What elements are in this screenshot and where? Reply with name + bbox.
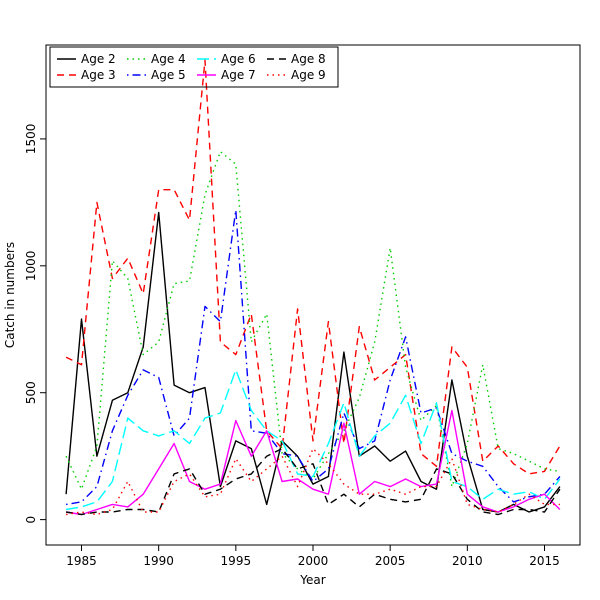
- legend-label-age-7: Age 7: [221, 68, 256, 82]
- y-tick-label: 0: [24, 516, 38, 524]
- series-line-age-9: [65, 447, 560, 516]
- legend: Age 2 Age 3 Age 4 Age 5 Age 6 Age 7 Age 8 Age 9: [49, 46, 339, 88]
- legend-label-age-4: Age 4: [151, 52, 186, 66]
- y-tick-label: 500: [24, 381, 38, 404]
- y-tick-label: 1000: [24, 251, 38, 282]
- x-tick-label: 1995: [221, 554, 252, 568]
- plot-border: [45, 44, 581, 546]
- series-line-age-5: [65, 209, 561, 506]
- legend-label-age-6: Age 6: [221, 52, 256, 66]
- legend-label-age-5: Age 5: [151, 68, 186, 82]
- y-axis-title: Catch in numbers: [3, 242, 17, 348]
- legend-label-age-8: Age 8: [291, 52, 326, 66]
- series-line-age-7: [65, 409, 561, 516]
- legend-border: [49, 46, 339, 88]
- x-axis-title: Year: [299, 573, 325, 587]
- legend-label-age-3: Age 3: [81, 68, 116, 82]
- series-line-age-3: [65, 59, 561, 475]
- legend-label-age-9: Age 9: [291, 68, 326, 82]
- y-axis: 0 500 1000 1500: [24, 124, 46, 524]
- series-line-age-6: [65, 369, 561, 511]
- y-tick-label: 1500: [24, 124, 38, 155]
- x-tick-label: 1990: [143, 554, 174, 568]
- x-axis: 1985 1990 1995 2000 2005 2010 2015: [66, 545, 560, 568]
- x-tick-label: 1985: [66, 554, 97, 568]
- series-line-age-8: [65, 447, 561, 516]
- legend-label-age-2: Age 2: [81, 52, 116, 66]
- x-tick-label: 2005: [375, 554, 406, 568]
- x-tick-label: 2015: [529, 554, 560, 568]
- series-line-age-2: [65, 211, 561, 513]
- x-tick-label: 2010: [452, 554, 483, 568]
- series-lines: [65, 59, 561, 516]
- x-tick-label: 2000: [298, 554, 329, 568]
